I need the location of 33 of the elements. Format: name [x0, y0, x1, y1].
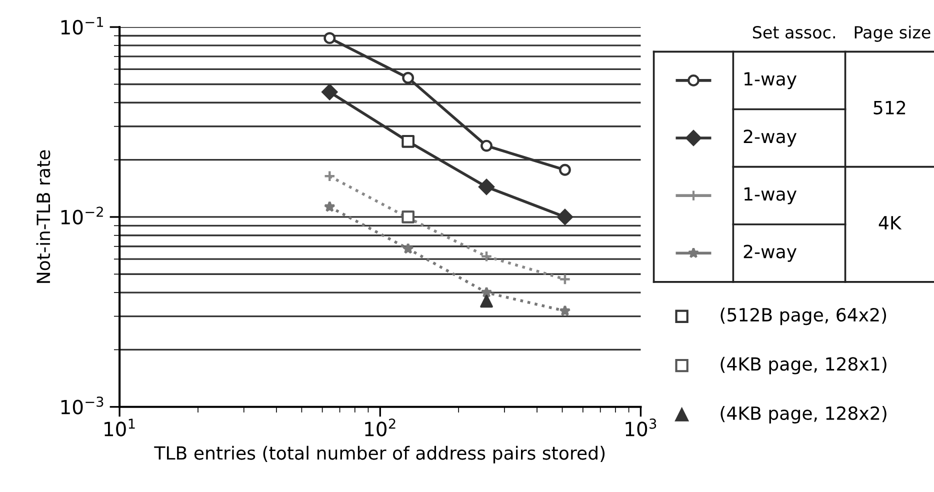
- point: [402, 242, 414, 254]
- y-tick-label: 10$^{−2}$: [61, 206, 103, 224]
- point: [402, 72, 414, 84]
- point: [322, 84, 338, 100]
- y-tick-label: 10$^{−1}$: [61, 16, 104, 35]
- point: [478, 178, 495, 195]
- point: [558, 273, 571, 286]
- point: [558, 164, 571, 176]
- x-tick-label: 10$^{3}$: [626, 418, 656, 436]
- y-axis-title: Not-in-TLB rate: [36, 150, 50, 283]
- y-tick-label: 10$^{−3}$: [61, 396, 104, 414]
- legend-label: 2-way: [744, 130, 797, 147]
- text: Page size: [854, 26, 930, 42]
- legend-label: (4KB page, 128x2): [720, 406, 886, 424]
- x-tick-label: 10$^{1}$: [104, 418, 135, 436]
- text: 512: [874, 100, 906, 114]
- legend-label: (4KB page, 128x1): [720, 356, 886, 374]
- legend-label: (512B page, 64x2): [720, 308, 886, 326]
- x-tick-label: 10$^{2}$: [365, 418, 396, 436]
- point: [324, 170, 336, 182]
- point: [480, 286, 492, 298]
- legend-label: 2-way: [744, 244, 797, 262]
- text: 4K: [878, 216, 902, 230]
- text: Set assoc.: [752, 26, 835, 39]
- point: [324, 32, 336, 44]
- x-axis-title: TLB entries (total number of address pairs stored): [154, 446, 605, 464]
- point: [324, 200, 336, 212]
- point: [556, 208, 573, 225]
- point: [559, 304, 571, 316]
- legend-label: 1-way: [744, 72, 797, 90]
- point: [480, 250, 492, 262]
- legend-label: 1-way: [744, 187, 797, 204]
- point: [480, 140, 492, 152]
